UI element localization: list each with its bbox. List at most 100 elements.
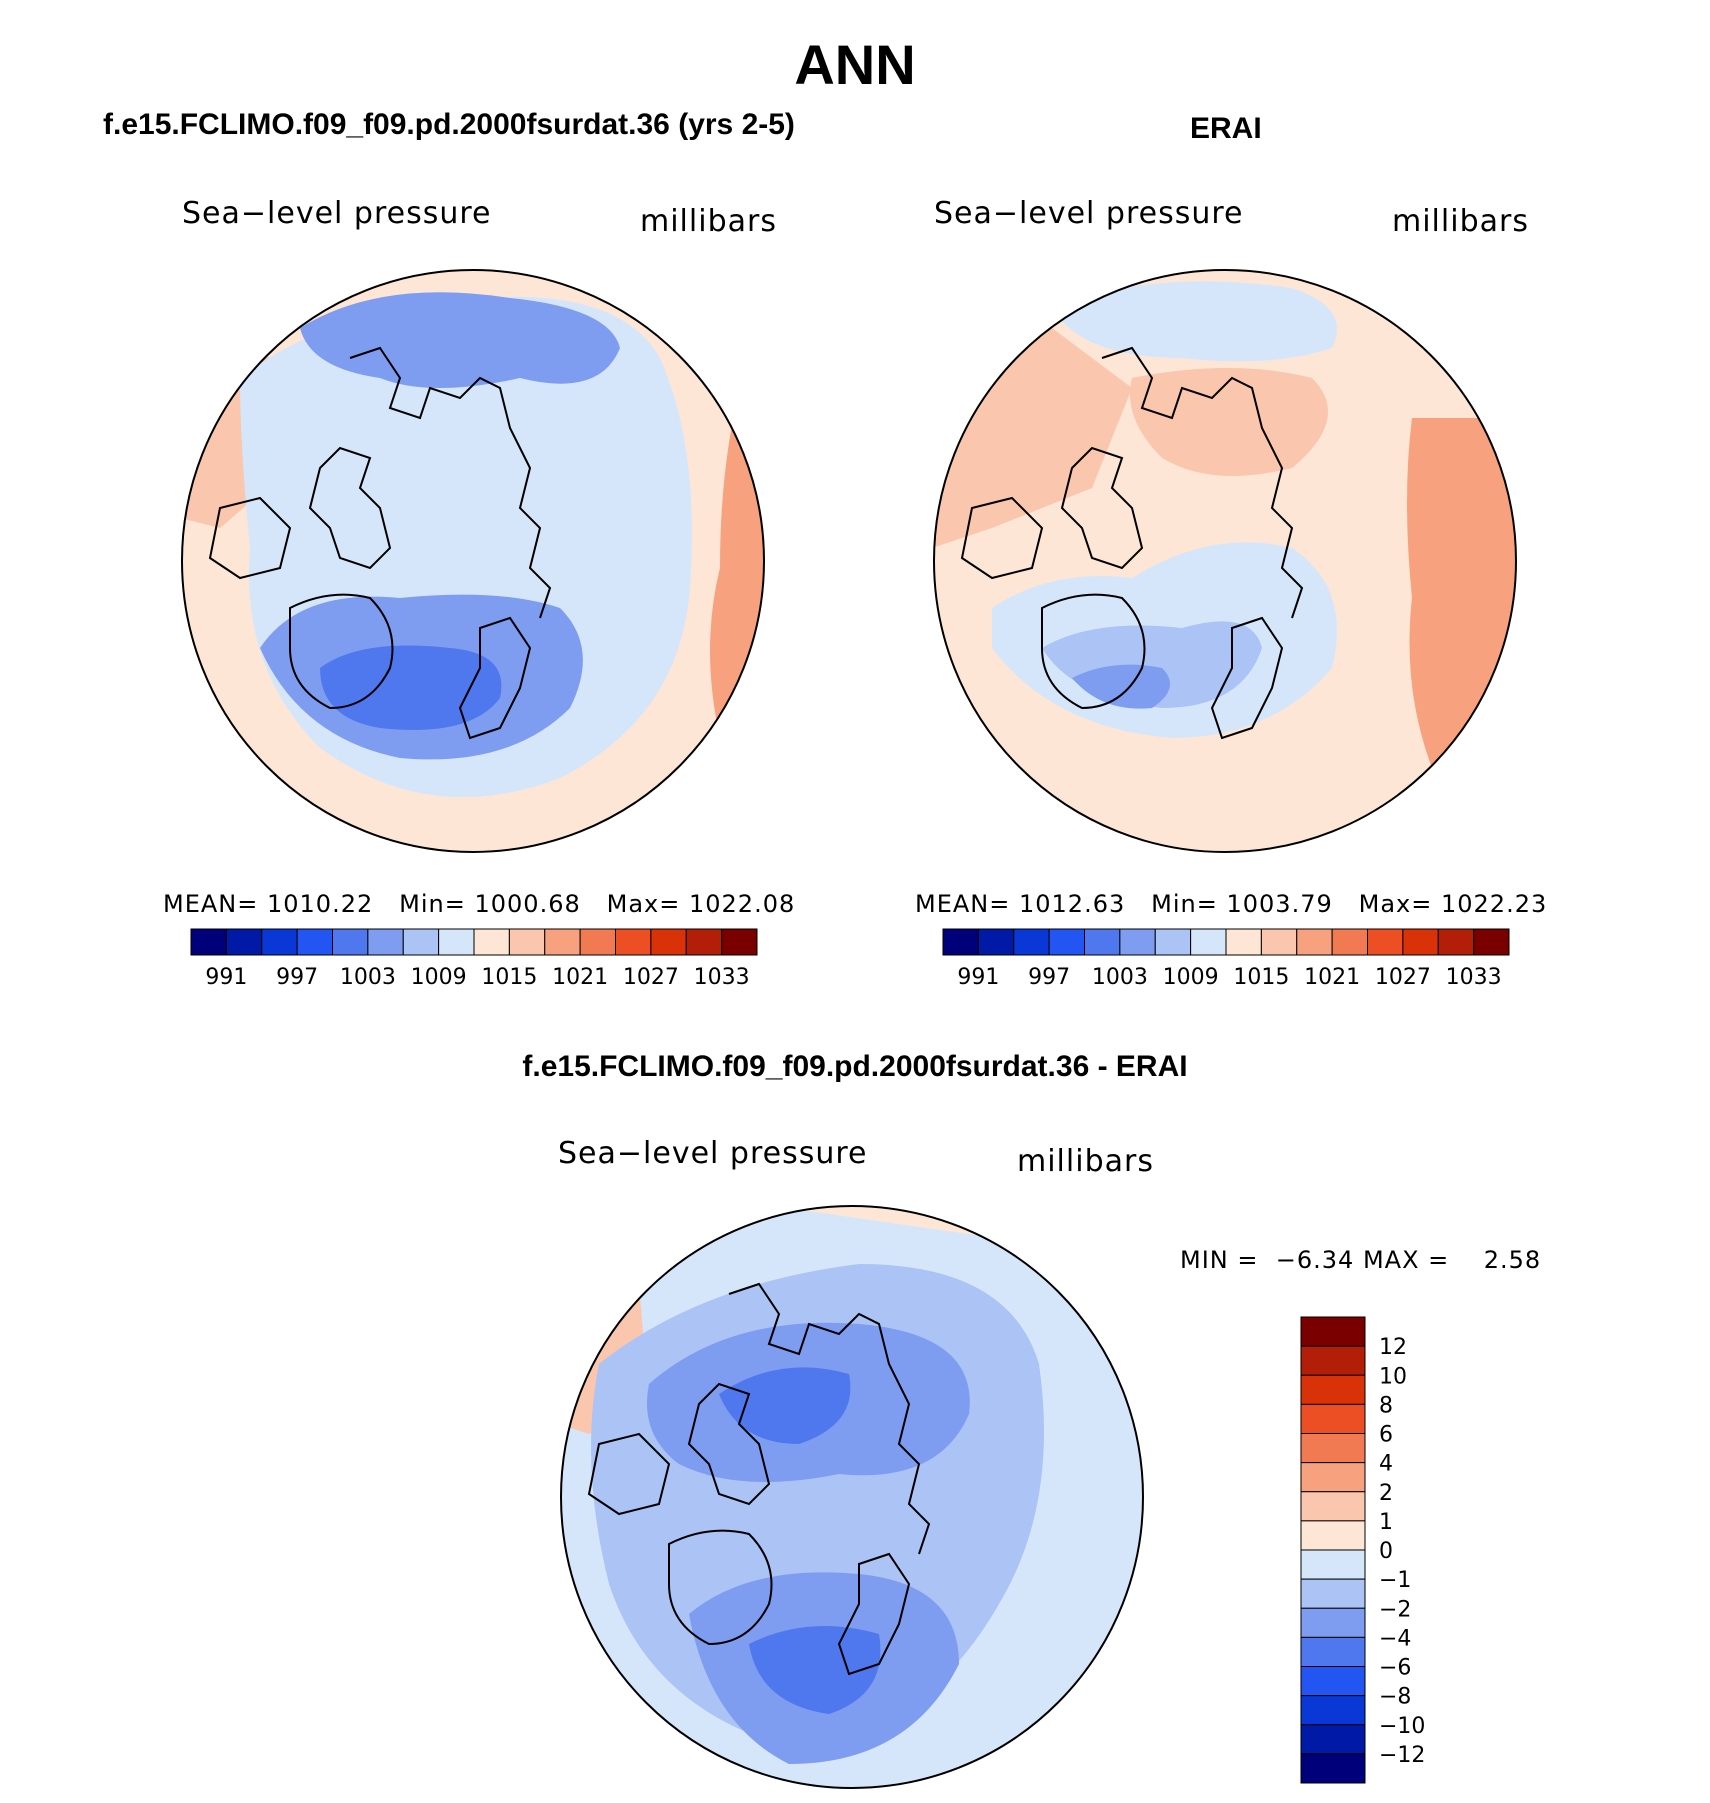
panel2-colorbar-box — [1190, 928, 1227, 956]
panel1-colorbar-tick-label: 1021 — [552, 965, 608, 990]
panel1-colorbar-box — [190, 928, 227, 956]
panel3-colorbar-box — [1300, 1695, 1366, 1726]
panel3-colorbar-tick-label: −2 — [1379, 1597, 1411, 1622]
panel3-colorbar-tick-label: 12 — [1379, 1335, 1407, 1360]
panel1-colorbar-box — [332, 928, 369, 956]
panel2-min-label: Min= — [1151, 890, 1218, 918]
panel3-colorbar-box — [1300, 1316, 1366, 1347]
panel3-max-label: MAX = — [1362, 1246, 1450, 1274]
panel1-title: f.e15.FCLIMO.f09_f09.pd.2000fsurdat.36 (… — [103, 108, 795, 141]
panel2-colorbar-box — [1260, 928, 1298, 956]
panel3-colorbar-tick-label: −10 — [1379, 1714, 1425, 1739]
panel1-min-value: 1000.68 — [474, 890, 581, 918]
panel1-colorbar-box — [650, 928, 687, 956]
panel2-fill-pacific-low — [1052, 281, 1337, 362]
panel3-colorbar-tick-label: −1 — [1379, 1568, 1411, 1593]
panel2-colorbar-box — [1013, 928, 1050, 956]
panel2-colorbar-box — [1084, 928, 1121, 956]
panel1-units-label: millibars — [640, 204, 777, 239]
panel3-fill-atlantic-core — [749, 1626, 881, 1714]
panel1-coastlines — [208, 346, 552, 740]
panel2-stats: MEAN= 1012.63 Min= 1003.79 Max= 1022.23 — [915, 890, 1547, 918]
panel3-colorbar-box — [1300, 1345, 1366, 1376]
panel2-coastlines — [960, 346, 1304, 740]
panel3-colorbar-box — [1300, 1607, 1366, 1638]
panel1-colorbar-box — [685, 928, 723, 956]
panel1-colorbar-tick-label: 1015 — [481, 965, 537, 990]
panel2-title: ERAI — [1190, 112, 1262, 145]
panel1-fill-pacific-low — [300, 292, 620, 388]
panel1-colorbar-box — [402, 928, 440, 956]
panel1-colorbar-box — [615, 928, 652, 956]
panel2-colorbar-box — [1296, 928, 1333, 956]
panel3-colorbar-tick-label: 4 — [1379, 1452, 1393, 1477]
panel3-colorbar-tick-label: 0 — [1379, 1539, 1393, 1564]
panel3-colorbar-box — [1300, 1403, 1366, 1434]
panel2-colorbar-box — [1154, 928, 1192, 956]
panel3-colorbar-tick-label: −12 — [1379, 1743, 1425, 1768]
panel1-map — [181, 269, 765, 853]
panel3-map-border — [560, 1205, 1144, 1789]
panel3-stats: MIN = −6.34 MAX = 2.58 — [1180, 1246, 1541, 1274]
panel3-colorbar-tick-label: −6 — [1379, 1656, 1411, 1681]
panel1-colorbar-box — [225, 928, 263, 956]
panel2-colorbar-tick-label: 1015 — [1233, 965, 1289, 990]
panel2-mean-value: 1012.63 — [1019, 890, 1126, 918]
panel3-colorbar-tick-label: 10 — [1379, 1364, 1407, 1389]
panel1-colorbar: 991 997 1003 1009 1015 1021 1027 1033 — [190, 928, 758, 990]
panel1-colorbar-box — [296, 928, 333, 956]
panel2-fill-icelandic-core — [1072, 664, 1170, 709]
panel1-colorbar-tick-label: 1027 — [623, 965, 679, 990]
panel2-colorbar-tick-label: 1009 — [1163, 965, 1219, 990]
panel3-max-value: 2.58 — [1483, 1246, 1542, 1274]
panel2-colorbar-tick-label: 1003 — [1092, 965, 1148, 990]
panel1-mean-value: 1010.22 — [267, 890, 374, 918]
panel3-colorbar-box — [1300, 1578, 1366, 1609]
panel3-colorbar-box — [1300, 1753, 1366, 1784]
panel3-colorbar-tick-label: 6 — [1379, 1423, 1393, 1448]
panel3-colorbar-box — [1300, 1636, 1366, 1667]
panel2-colorbar-box — [1048, 928, 1085, 956]
panel2-fill-pacific-high — [1407, 418, 1516, 788]
panel1-colorbar-tick-label: 1033 — [694, 965, 750, 990]
panel1-fill-icelandic-core — [320, 645, 502, 730]
panel2-colorbar-box — [1473, 928, 1510, 956]
panel2-colorbar-box — [977, 928, 1015, 956]
panel2-mean-label: MEAN= — [915, 890, 1011, 918]
panel3-colorbar-box — [1300, 1462, 1366, 1493]
panel2-colorbar-box — [942, 928, 979, 956]
panel1-colorbar-box — [473, 928, 510, 956]
panel2-colorbar-box — [1119, 928, 1156, 956]
panel2-colorbar-tick-label: 1027 — [1375, 965, 1431, 990]
panel1-colorbar-box — [721, 928, 758, 956]
panel2-colorbar-box — [1402, 928, 1439, 956]
panel2-map — [933, 269, 1517, 853]
panel1-colorbar-box — [544, 928, 581, 956]
panel3-colorbar-tick-label: 8 — [1379, 1393, 1393, 1418]
panel2-colorbar-box — [1367, 928, 1404, 956]
panel1-colorbar-box — [438, 928, 475, 956]
panel3-units-label: millibars — [1017, 1144, 1154, 1179]
panel1-colorbar-box — [508, 928, 546, 956]
panel2-variable-label: Sea−level pressure — [934, 196, 1244, 231]
panel2-colorbar-box — [1331, 928, 1368, 956]
panel1-variable-label: Sea−level pressure — [182, 196, 492, 231]
panel3-colorbar-box — [1300, 1520, 1366, 1551]
panel3-variable-label: Sea−level pressure — [558, 1136, 868, 1171]
panel2-colorbar-tick-label: 1021 — [1304, 965, 1360, 990]
panel1-mean-label: MEAN= — [163, 890, 259, 918]
panel3-min-label: MIN = — [1180, 1246, 1259, 1274]
panel1-stats: MEAN= 1010.22 Min= 1000.68 Max= 1022.08 — [163, 890, 795, 918]
panel3-colorbar-box — [1300, 1666, 1366, 1697]
panel3-map — [560, 1205, 1144, 1789]
panel3-coastlines — [587, 1282, 931, 1676]
panel1-max-label: Max= — [606, 890, 681, 918]
panel3-colorbar-box — [1300, 1374, 1366, 1405]
panel2-colorbar-box — [1437, 928, 1475, 956]
panel3-colorbar-tick-label: −4 — [1379, 1626, 1411, 1651]
panel3-colorbar-tick-label: 1 — [1379, 1510, 1393, 1535]
panel2-units-label: millibars — [1392, 204, 1529, 239]
panel2-max-label: Max= — [1358, 890, 1433, 918]
panel1-colorbar-tick-label: 991 — [205, 965, 247, 990]
